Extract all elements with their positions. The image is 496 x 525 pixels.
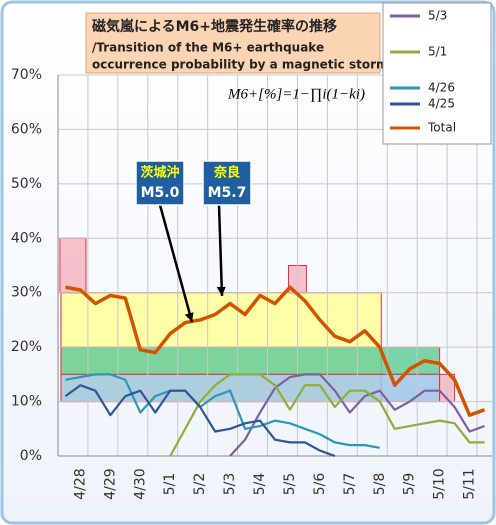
title-box: 磁気嵐によるM6+地震発生確率の推移 /Transition of the M6… [85,12,393,74]
chart-title: 磁気嵐によるM6+地震発生確率の推移 [92,18,337,35]
x-tick-label: 5/11 [462,468,478,499]
legend-box [382,2,492,145]
annotation-box [135,160,185,206]
y-tick-label: 50% [11,176,42,192]
x-tick-label: 5/5 [282,473,298,496]
probability-range [59,237,87,294]
y-tick-label: 60% [11,121,42,137]
legend-label: 5/3 [428,9,447,23]
x-tick-label: 4/30 [132,468,148,499]
x-tick-label: 5/3 [222,473,238,496]
annotation-box [202,160,252,206]
series-line [169,373,485,457]
x-tick-label: 5/4 [252,473,268,496]
title-background [85,12,381,74]
subtitle: /Transition of the M6+ earthquake [92,41,324,55]
x-tick-label: 5/10 [432,468,448,499]
legend-label: 4/26 [428,81,455,95]
series-line [229,373,485,457]
annotation-label: 茨城沖 [140,165,179,181]
legend: 5/3 5/1 4/26 4/25 Total [382,2,492,145]
x-tick-label: 5/7 [342,473,358,496]
x-tick-label: 5/1 [162,473,178,496]
legend-label: 4/25 [428,97,455,111]
y-tick-label: 0% [20,448,42,464]
x-tick-label: 5/8 [372,473,388,496]
y-tick-label: 70% [11,67,42,83]
x-tick-label: 4/28 [72,468,88,499]
subtitle: occurrence probability by a magnetic sto… [92,58,393,72]
arrow [217,204,224,297]
formula: M6+[%]=1−∏i(1−ki) [227,86,365,102]
annotation-label: M5.7 [208,185,247,201]
x-tick-label: 4/29 [102,468,118,499]
series-line [65,373,380,449]
y-tick-label: 40% [11,230,42,246]
x-tick-label: 5/9 [402,473,418,496]
legend-label: 5/1 [428,45,447,59]
x-tick-label: 5/2 [192,473,208,496]
arrow-head [216,286,226,296]
annotation-label: 奈良 [213,165,240,181]
y-tick-label: 10% [11,394,42,410]
series-line [65,285,486,417]
legend-label: Total [427,121,456,135]
x-tick-label: 5/6 [312,473,328,496]
series-line [64,384,336,458]
y-tick-label: 30% [11,285,42,301]
annotation-label: M5.0 [141,185,180,201]
arrow [158,204,194,323]
arrow-head [184,312,194,322]
y-tick-label: 20% [11,339,42,355]
